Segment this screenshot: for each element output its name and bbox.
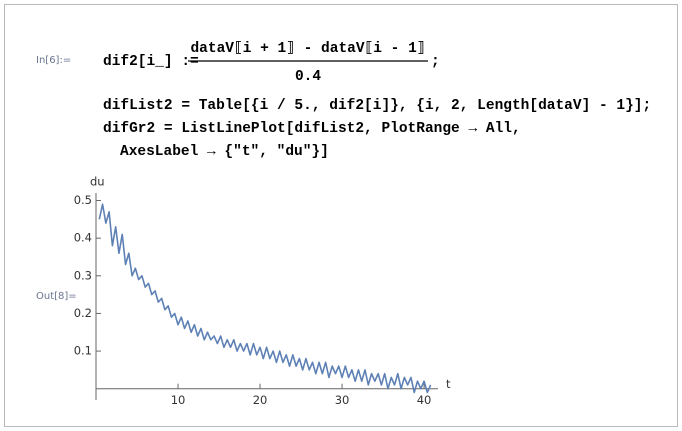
frame	[4, 4, 678, 427]
code: AxesLabel → {"t", "du"}]	[120, 144, 329, 160]
x-tick-label: 10	[171, 393, 186, 407]
code: dif2[i_] :=	[103, 54, 199, 70]
y-tick-label: 0.5	[74, 193, 92, 207]
data-line	[98, 203, 432, 394]
y-tick-label: 0.4	[74, 231, 92, 245]
x-tick-label: 40	[417, 393, 432, 407]
x-tick-label: 20	[253, 393, 268, 407]
x-tick-label: 30	[335, 393, 350, 407]
y-tick-label: 0.3	[74, 268, 92, 282]
y-tick-label: 0.2	[74, 306, 92, 320]
code: 0.4	[295, 69, 321, 85]
y-tick-label: 0.1	[74, 344, 92, 358]
x-axis-label: t	[446, 377, 451, 391]
code: difGr2 = ListLinePlot[difList2, PlotRang…	[103, 121, 521, 137]
code: ;	[431, 54, 440, 70]
code: difList2 = Table[{i / 5., dif2[i]}, {i, …	[103, 98, 651, 114]
code: dataV⟦i + 1⟧ - dataV⟦i - 1⟧	[190, 41, 425, 57]
input-label: In[6]:=	[36, 55, 71, 66]
y-axis-label: du	[90, 175, 105, 189]
output-label: Out[8]=	[36, 291, 77, 302]
